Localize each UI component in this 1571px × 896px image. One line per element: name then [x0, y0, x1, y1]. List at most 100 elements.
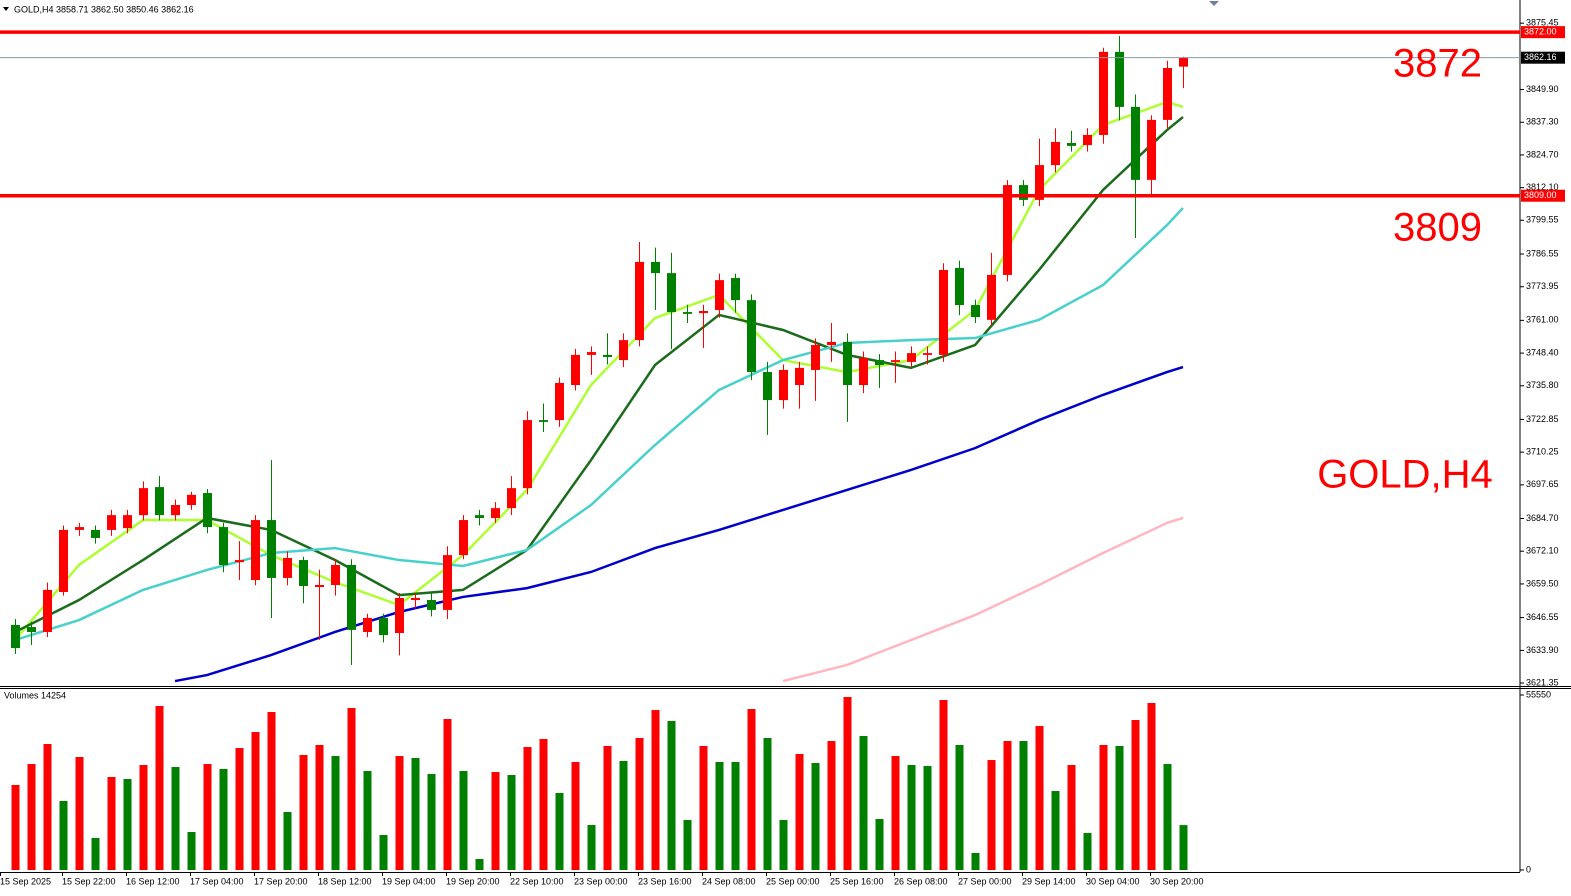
candle-body	[555, 382, 564, 421]
volume-bar	[859, 736, 868, 870]
volume-bar	[1003, 741, 1012, 870]
candle-body	[283, 557, 292, 578]
y-tick-label: 3849.90	[1526, 84, 1559, 94]
y-tick-label: 3837.30	[1526, 117, 1559, 127]
candle-body	[763, 372, 772, 401]
candle-body	[299, 560, 308, 587]
candle-body	[251, 520, 260, 581]
candle-body	[699, 311, 708, 314]
menu-arrow	[3, 7, 9, 11]
x-tick-label: 17 Sep 04:00	[190, 876, 244, 886]
candle-body	[171, 504, 180, 516]
volume-bar	[603, 746, 612, 870]
volume-bar	[555, 793, 564, 870]
y-tick-label: 3824.70	[1526, 149, 1559, 159]
candle-body	[715, 280, 724, 310]
candle-body	[91, 529, 100, 538]
volume-bar	[379, 835, 388, 870]
level-tag	[1521, 189, 1565, 202]
volume-bar	[347, 708, 356, 870]
volume-bar	[27, 764, 36, 870]
volume-bar	[1083, 833, 1092, 870]
volume-bar	[331, 756, 340, 870]
volume-bar	[843, 697, 852, 870]
candle-body	[123, 515, 132, 529]
candle-body	[459, 520, 468, 556]
candle-body	[923, 353, 932, 355]
candle-body	[59, 529, 68, 592]
shift-marker	[1209, 1, 1219, 6]
volume-bar	[91, 837, 100, 870]
volume-bar	[11, 785, 20, 870]
candle-body	[1163, 67, 1172, 120]
volume-bar	[59, 801, 68, 870]
candle-body	[1099, 51, 1108, 135]
volume-bar	[459, 771, 468, 870]
volume-bar	[539, 739, 548, 870]
candle-body	[683, 312, 692, 314]
x-tick-label: 30 Sep 20:00	[1150, 876, 1204, 886]
volume-bar	[43, 744, 52, 870]
volume-bar	[1147, 703, 1156, 870]
volume-bar	[411, 758, 420, 870]
moving-average	[14, 207, 1184, 642]
volume-bar	[123, 779, 132, 870]
x-tick-label: 18 Sep 12:00	[318, 876, 372, 886]
candle-body	[875, 360, 884, 366]
candle-body	[75, 527, 84, 530]
volume-bar	[75, 756, 84, 870]
y-tick-label: 55550	[1526, 689, 1551, 699]
candle-body	[139, 488, 148, 516]
x-tick-label: 23 Sep 00:00	[574, 876, 628, 886]
volume-bar	[971, 852, 980, 870]
candle-body	[1083, 134, 1092, 146]
candle-body	[395, 597, 404, 634]
x-tick-label: 15 Sep 2025	[0, 876, 51, 886]
y-tick-label: 3735.80	[1526, 380, 1559, 390]
x-tick-label: 27 Sep 00:00	[958, 876, 1012, 886]
level-annotation: 3809	[1393, 205, 1482, 249]
x-tick-label: 25 Sep 16:00	[830, 876, 884, 886]
y-tick-label: 3621.35	[1526, 677, 1559, 687]
volume-bar	[1115, 746, 1124, 870]
level-tag	[1521, 26, 1565, 39]
candle-body	[107, 515, 116, 530]
volume-bar	[315, 744, 324, 870]
volume-bar	[139, 765, 148, 870]
volume-bar	[571, 762, 580, 870]
candle-body	[315, 584, 324, 588]
volume-bar	[251, 732, 260, 870]
chart-title: GOLD,H4 3858.71 3862.50 3850.46 3862.16	[14, 4, 194, 14]
y-tick-label: 3786.55	[1526, 248, 1559, 258]
x-tick-label: 30 Sep 04:00	[1086, 876, 1140, 886]
candle-body	[1115, 51, 1124, 107]
volume-bar	[363, 771, 372, 870]
volume-bar	[779, 820, 788, 870]
candle-body	[907, 353, 916, 362]
x-tick-label: 15 Sep 22:00	[62, 876, 116, 886]
candle-body	[827, 341, 836, 346]
volume-bar	[1019, 741, 1028, 870]
candle-body	[11, 624, 20, 649]
moving-average	[14, 116, 1184, 634]
candle-body	[843, 341, 852, 386]
candle-body	[523, 420, 532, 489]
y-tick-label: 3799.55	[1526, 215, 1559, 225]
x-tick-label: 29 Sep 14:00	[1022, 876, 1076, 886]
candle-body	[1179, 57, 1188, 67]
volume-bar	[475, 859, 484, 870]
candle-body	[27, 627, 36, 632]
volume-bar	[1163, 764, 1172, 870]
y-tick-label: 3722.85	[1526, 414, 1559, 424]
y-tick-label: 3697.65	[1526, 479, 1559, 489]
volume-bar	[715, 762, 724, 870]
volume-bar	[267, 712, 276, 870]
candle-body	[427, 600, 436, 610]
volume-bar	[491, 771, 500, 870]
volume-bar	[587, 825, 596, 870]
x-tick-label: 25 Sep 00:00	[766, 876, 820, 886]
candle-body	[235, 560, 244, 563]
candle-body	[539, 420, 548, 422]
